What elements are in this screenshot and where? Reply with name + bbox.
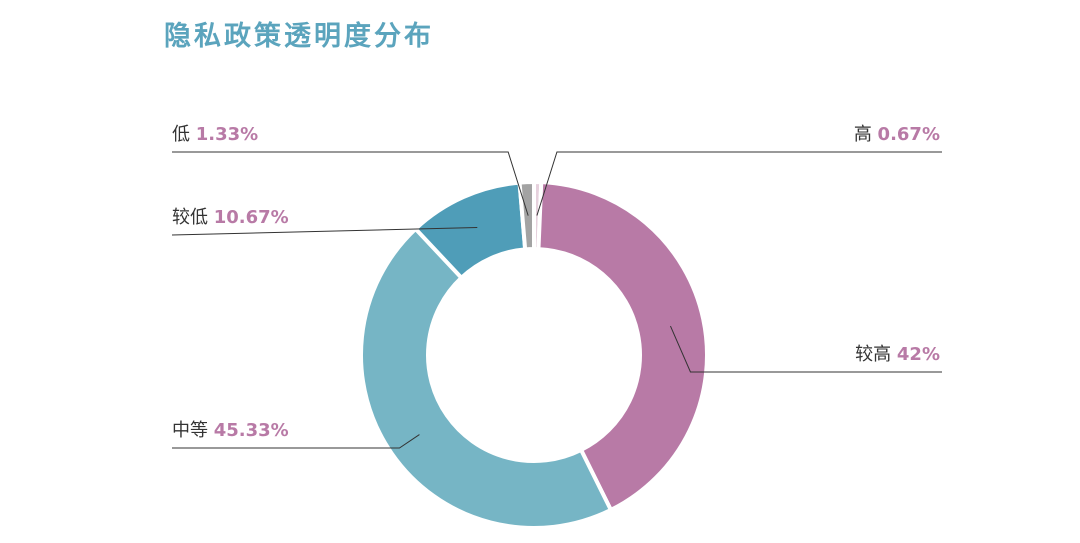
slice-label-4: 较低 10.67%	[172, 207, 289, 228]
slice-name-3: 中等	[172, 420, 214, 441]
slice-labels: 高 0.67% 较高 42% 中等 45.33% 较低 10.67% 低 1.33%	[172, 124, 940, 441]
slice-name-5: 低	[172, 124, 196, 145]
slice-name-1: 高	[854, 124, 878, 145]
slice-name-4: 较低	[172, 207, 214, 228]
leader-line-3	[172, 434, 420, 449]
slice-label-5: 低 1.33%	[172, 124, 258, 145]
leader-line-1	[536, 151, 942, 216]
slice-value-2: 42%	[897, 344, 940, 365]
slice-value-3: 45.33%	[214, 420, 289, 441]
slice-value-1: 0.67%	[878, 124, 940, 145]
leader-line-5	[172, 151, 529, 216]
slice-name-2: 较高	[855, 344, 897, 365]
slice-label-1: 高 0.67%	[854, 124, 940, 145]
slice-value-4: 10.67%	[214, 207, 289, 228]
slice-label-2: 较高 42%	[855, 344, 940, 365]
donut-slice-2	[536, 180, 709, 513]
leader-lines	[171, 151, 942, 449]
chart-title: 隐私政策透明度分布	[164, 21, 434, 52]
leader-line-4	[171, 227, 478, 236]
slice-label-3: 中等 45.33%	[172, 420, 289, 441]
leader-line-2	[669, 325, 942, 373]
donut-slice-3	[359, 226, 614, 530]
donut-slices	[359, 179, 709, 530]
slice-value-5: 1.33%	[196, 124, 258, 145]
